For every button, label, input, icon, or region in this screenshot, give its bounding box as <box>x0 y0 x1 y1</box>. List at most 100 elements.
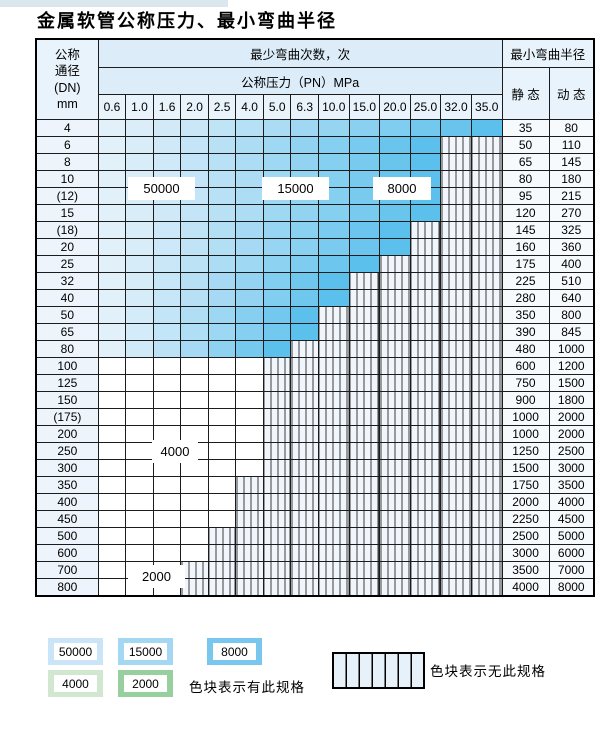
spec-none-cell <box>262 442 292 460</box>
spec-none-cell <box>409 425 442 443</box>
legend-swatch-50000: 50000 <box>48 638 103 665</box>
dn-cell: 32 <box>35 272 99 290</box>
spec-none-cell <box>470 425 503 443</box>
spec-none-cell <box>470 238 503 256</box>
spec-none-cell <box>440 391 472 409</box>
spec-none-cell <box>379 340 411 358</box>
spec-none-cell <box>207 561 237 579</box>
dynamic-radius-cell: 8000 <box>548 578 595 597</box>
spec-none-cell <box>317 544 350 562</box>
spec-none-cell <box>348 527 381 545</box>
spec-none-cell <box>409 578 442 597</box>
spec-available-cell <box>97 204 127 222</box>
spec-none-cell <box>440 187 472 205</box>
spec-available-cell <box>125 408 154 426</box>
static-radius-cell: 120 <box>501 204 550 222</box>
spec-available-cell <box>125 340 154 358</box>
static-radius-cell: 2500 <box>501 527 550 545</box>
spec-available-cell <box>180 391 209 409</box>
spec-none-cell <box>290 357 319 375</box>
spec-available-cell <box>317 153 350 171</box>
spec-available-cell <box>235 238 264 256</box>
page-title: 金属软管公称压力、最小弯曲半径 <box>37 11 337 31</box>
spec-none-cell <box>290 510 319 528</box>
spec-none-cell <box>348 510 381 528</box>
spec-available-cell <box>97 153 127 171</box>
spec-none-cell <box>470 289 503 307</box>
table-row-dn-800: 800 4000 8000 <box>35 578 595 597</box>
spec-available-cell <box>97 510 127 528</box>
table-row-dn-600: 600 3000 6000 <box>35 544 595 562</box>
spec-available-cell <box>180 493 209 511</box>
spec-none-cell <box>348 391 381 409</box>
legend-swatch-4000: 4000 <box>48 670 103 697</box>
spec-available-cell <box>207 408 237 426</box>
spec-available-cell <box>409 153 442 171</box>
spec-none-cell <box>440 306 472 324</box>
spec-available-cell <box>180 527 209 545</box>
spec-none-cell <box>235 527 264 545</box>
spec-available-cell <box>207 289 237 307</box>
pressure-col-10.0: 10.0 <box>317 94 350 120</box>
spec-available-cell <box>317 204 350 222</box>
dn-cell: 125 <box>35 374 99 392</box>
spec-none-cell <box>440 204 472 222</box>
table-row-dn-450: 450 2250 4500 <box>35 510 595 528</box>
spec-available-cell <box>207 204 237 222</box>
spec-available-cell <box>180 255 209 273</box>
table-row-dn-6: 6 50 110 <box>35 136 595 154</box>
dynamic-radius-cell: 3500 <box>548 476 595 494</box>
dn-cell: 25 <box>35 255 99 273</box>
spec-available-cell <box>207 255 237 273</box>
static-radius-cell: 95 <box>501 187 550 205</box>
spec-available-cell <box>152 221 182 239</box>
pressure-col-35.0: 35.0 <box>470 94 503 120</box>
pressure-col-32.0: 32.0 <box>440 94 472 120</box>
spec-none-cell <box>379 425 411 443</box>
static-radius-cell: 350 <box>501 306 550 324</box>
table-row-dn-700: 700 3500 7000 <box>35 561 595 579</box>
dn-cell: (12) <box>35 187 99 205</box>
spec-available-cell <box>125 459 154 477</box>
spec-none-cell <box>317 476 350 494</box>
cycle-zone-label-15000: 15000 <box>262 177 329 200</box>
dynamic-radius-cell: 110 <box>548 136 595 154</box>
dn-cell: 250 <box>35 442 99 460</box>
spec-available-cell <box>125 221 154 239</box>
spec-available-cell <box>180 136 209 154</box>
spec-available-cell <box>125 272 154 290</box>
static-radius-cell: 4000 <box>501 578 550 597</box>
spec-available-cell <box>125 510 154 528</box>
static-radius-cell: 65 <box>501 153 550 171</box>
spec-table-wrap: 公称 通径 (DN) mm 最少弯曲次数，次 最小弯曲半径 公称压力（PN）MPa 静 态动 … <box>35 38 595 626</box>
spec-available-cell <box>125 153 154 171</box>
spec-available-cell <box>180 221 209 239</box>
spec-none-cell <box>440 357 472 375</box>
spec-available-cell <box>235 425 264 443</box>
pressure-col-2.0: 2.0 <box>180 94 209 120</box>
spec-none-cell <box>440 459 472 477</box>
pressure-col-5.0: 5.0 <box>262 94 292 120</box>
spec-none-cell <box>470 391 503 409</box>
dynamic-header: 动 态 <box>548 67 595 120</box>
dynamic-radius-cell: 800 <box>548 306 595 324</box>
spec-available-cell <box>262 255 292 273</box>
spec-available-cell <box>97 170 127 188</box>
dn-cell: 6 <box>35 136 99 154</box>
pressure-col-2.5: 2.5 <box>207 94 237 120</box>
spec-none-cell <box>440 493 472 511</box>
spec-available-cell <box>262 272 292 290</box>
spec-available-cell <box>207 323 237 341</box>
spec-available-cell <box>152 204 182 222</box>
legend-swatch-label: 4000 <box>54 675 97 692</box>
spec-none-cell <box>409 442 442 460</box>
spec-available-cell <box>97 493 127 511</box>
spec-available-cell <box>317 238 350 256</box>
spec-none-cell <box>409 544 442 562</box>
spec-available-cell <box>180 306 209 324</box>
dynamic-radius-cell: 2000 <box>548 408 595 426</box>
spec-none-cell <box>470 340 503 358</box>
spec-available-cell <box>235 340 264 358</box>
cycle-zone-label-8000: 8000 <box>373 177 431 200</box>
spec-available-cell <box>207 510 237 528</box>
